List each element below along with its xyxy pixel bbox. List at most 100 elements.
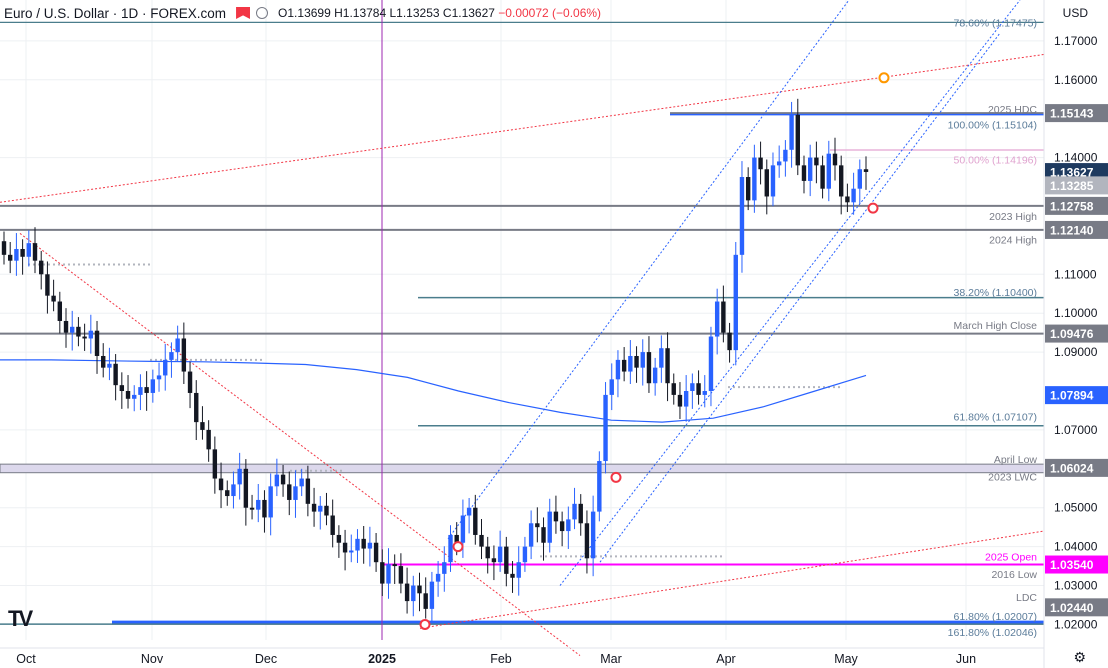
level-label: 61.80% (1.02007) <box>954 611 1037 623</box>
level-label: 38.20% (1.10400) <box>954 287 1037 299</box>
candle-body <box>274 474 280 487</box>
level-label: 100.00% (1.15104) <box>948 119 1037 131</box>
level-label: 2025 Open <box>985 551 1037 563</box>
candle-body <box>293 486 298 500</box>
target-marker <box>878 72 890 84</box>
candle-body <box>733 254 738 351</box>
candle-body <box>745 177 751 201</box>
candle-body <box>175 338 180 353</box>
price-tag-label: 1.12140 <box>1050 223 1094 237</box>
flag-icon[interactable] <box>236 7 251 19</box>
candle-body <box>448 534 453 563</box>
candle-body <box>603 394 608 462</box>
candle-body <box>832 153 838 166</box>
candle-body <box>634 355 639 368</box>
price-tag <box>1045 220 1108 239</box>
candle-body <box>460 515 466 543</box>
candle-body <box>510 573 515 578</box>
price-tag-label: 1.13285 <box>1050 179 1094 193</box>
candle-body <box>386 564 391 584</box>
candles <box>1 98 869 622</box>
y-tick-label: 1.17000 <box>1054 34 1098 48</box>
y-tick-label: 1.02000 <box>1054 617 1098 631</box>
candle-body <box>119 385 125 392</box>
candle-body <box>640 352 645 368</box>
candle-body <box>218 478 224 491</box>
candle-body <box>39 260 44 275</box>
ohlc-readout: O1.13699 H1.13784 L1.13253 C1.13627 −0.0… <box>278 6 601 20</box>
candle-body <box>702 391 707 395</box>
candle-body <box>714 301 720 337</box>
candle-body <box>597 461 602 512</box>
level-label: 78.60% (1.17475) <box>954 17 1037 29</box>
candle-body <box>70 326 75 333</box>
candle-body <box>696 383 701 395</box>
price-tag <box>1045 324 1108 343</box>
candle-body <box>739 177 745 255</box>
candle-body <box>659 348 664 368</box>
candle-body <box>206 429 211 450</box>
candle-body <box>528 523 534 547</box>
candle-body <box>516 562 521 578</box>
x-tick-label: Jun <box>956 652 976 666</box>
currency-label[interactable]: USD <box>1062 6 1088 20</box>
candle-body <box>194 392 199 423</box>
candle-body <box>665 348 670 384</box>
candle-body <box>94 330 100 356</box>
candle-body <box>280 474 286 485</box>
low-value: L1.13253 <box>389 6 440 20</box>
y-tick-label: 1.11000 <box>1054 267 1097 281</box>
price-tag-label: 1.06024 <box>1050 461 1094 475</box>
tradingview-logo: TV <box>8 606 33 631</box>
candle-body <box>299 478 304 487</box>
candle-body <box>566 519 571 532</box>
candle-body <box>144 387 149 393</box>
candle-body <box>411 585 416 602</box>
candle-body <box>820 165 825 189</box>
symbol-title[interactable]: Euro / U.S. Dollar · 1D · FOREX.com <box>4 5 227 21</box>
level-label: 61.80% (1.07107) <box>954 411 1037 423</box>
level-label: 2023 LWC <box>988 472 1037 484</box>
candle-body <box>814 157 819 166</box>
candle-body <box>14 248 19 261</box>
candle-body <box>82 336 87 339</box>
candle-body <box>249 507 255 510</box>
candle-body <box>479 534 484 547</box>
candle-body <box>795 114 800 166</box>
x-tick-label: Apr <box>716 652 735 666</box>
gear-icon[interactable]: ⚙ <box>1073 649 1086 665</box>
candle-body <box>677 394 683 407</box>
circle-marker <box>867 202 879 214</box>
candle-body <box>535 523 540 528</box>
candle-body <box>268 486 273 518</box>
candle-body <box>609 379 614 395</box>
price-tag-label: 1.02440 <box>1050 601 1094 615</box>
candle-body <box>156 375 162 380</box>
candle-body <box>652 367 658 384</box>
candle-body <box>150 379 156 393</box>
candle-body <box>32 243 38 261</box>
candle-body <box>231 484 236 497</box>
y-tick-label: 1.10000 <box>1054 306 1098 320</box>
candle-body <box>857 169 862 189</box>
level-label: 2023 High <box>989 211 1037 223</box>
candle-body <box>88 330 94 339</box>
change-value: −0.00072 (−0.06%) <box>498 6 602 20</box>
candle-body <box>646 352 652 384</box>
candle-body <box>851 188 856 203</box>
level-label: 161.80% (1.02046) <box>948 627 1037 639</box>
candle-body <box>442 562 447 574</box>
level-label: 2024 High <box>989 234 1037 246</box>
y-tick-label: 1.16000 <box>1054 73 1098 87</box>
candle-body <box>373 542 379 563</box>
y-tick-label: 1.04000 <box>1054 540 1098 554</box>
x-tick-label: May <box>834 652 858 666</box>
blue-channel-lower <box>599 32 1001 563</box>
candle-body <box>237 468 242 485</box>
price-tag-label: 1.12758 <box>1050 199 1094 213</box>
candle-body <box>671 383 676 395</box>
level-label: April Low <box>994 454 1038 466</box>
candle-body <box>423 593 428 609</box>
y-tick-label: 1.07000 <box>1054 423 1098 437</box>
